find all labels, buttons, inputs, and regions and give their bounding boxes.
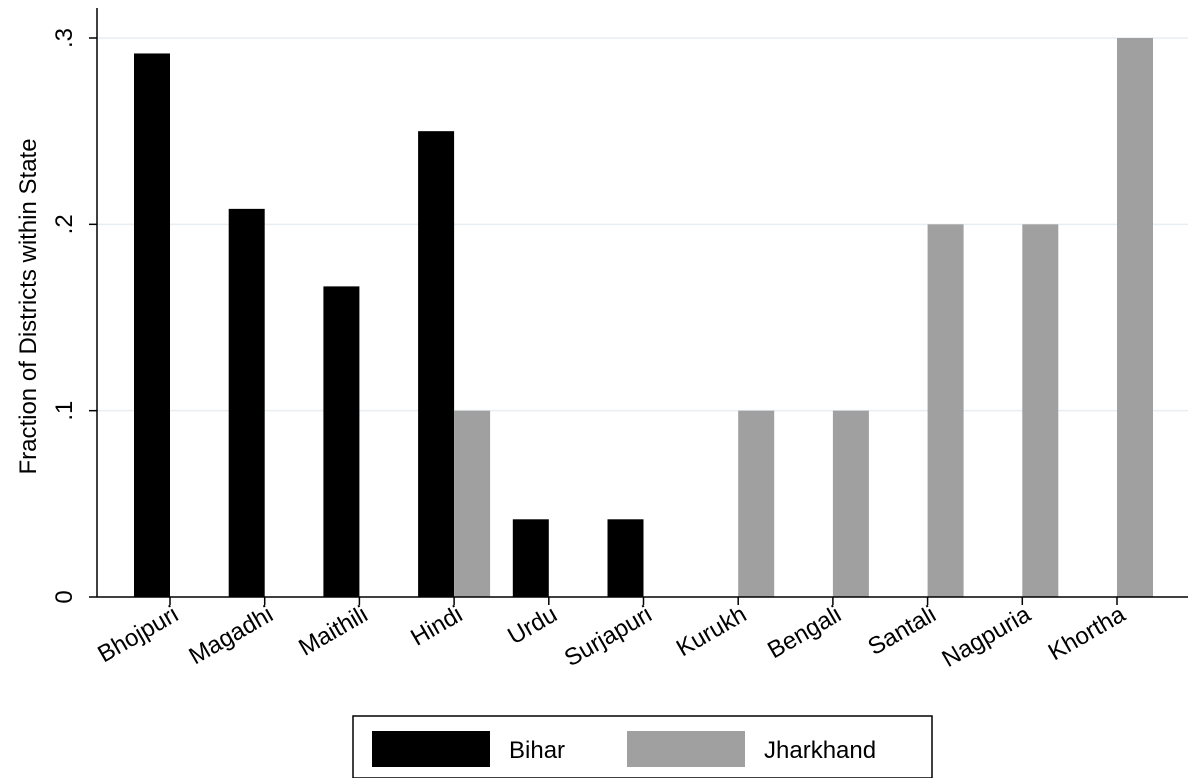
x-tick-label: Nagpuria: [937, 600, 1035, 672]
legend-label-bihar: Bihar: [509, 737, 565, 764]
legend-label-jharkhand: Jharkhand: [764, 737, 876, 764]
x-tick-label: Khortha: [1044, 600, 1131, 666]
y-tick-label: .1: [51, 401, 78, 421]
y-tick-label: .2: [51, 214, 78, 234]
x-tick-label: Bengali: [763, 601, 846, 664]
bar-jharkhand-hindi: [454, 410, 491, 597]
x-tick-label: Maithili: [294, 601, 372, 662]
bar-bihar-hindi: [418, 131, 455, 597]
x-tick-label: Bhojpuri: [93, 601, 183, 668]
bar-jharkhand-kurukh: [738, 410, 775, 597]
x-tick-label: Santali: [864, 601, 941, 661]
x-axis-ticks: Bhojpuri Magadhi Maithili Hindi UrduSurjapur…: [93, 597, 1131, 673]
y-tick-label: 0: [51, 590, 78, 603]
bar-jharkhand-khortha: [1117, 38, 1153, 597]
x-tick-label: Urdu: [503, 601, 562, 650]
gridlines: [97, 37, 1188, 412]
legend-swatch-jharkhand: [627, 731, 745, 767]
bar-jharkhand-bengali: [832, 410, 869, 597]
bar-bihar-magadhi: [228, 208, 265, 597]
bar-bihar-maithili: [323, 286, 360, 597]
bars: [134, 38, 1153, 598]
x-tick-label: Surjapuri: [560, 601, 657, 672]
bar-bihar-urdu: [512, 519, 549, 597]
y-tick-label: .3: [51, 28, 78, 48]
x-tick-label: Kurukh: [672, 601, 751, 662]
bar-jharkhand-santali: [927, 224, 964, 598]
bar-bihar-bhojpuri: [134, 53, 170, 597]
legend: Bihar Jharkhand: [352, 715, 933, 778]
bar-bihar-surjapuri: [607, 519, 644, 597]
x-tick-label: Hindi: [406, 601, 467, 652]
x-tick-label: Magadhi: [184, 601, 277, 670]
y-axis-ticks: 0 .1 .2 .3: [51, 28, 97, 604]
legend-swatch-bihar: [372, 731, 490, 767]
bar-jharkhand-nagpuria: [1022, 224, 1059, 598]
y-axis-label: Fraction of Districts within State: [15, 138, 42, 474]
